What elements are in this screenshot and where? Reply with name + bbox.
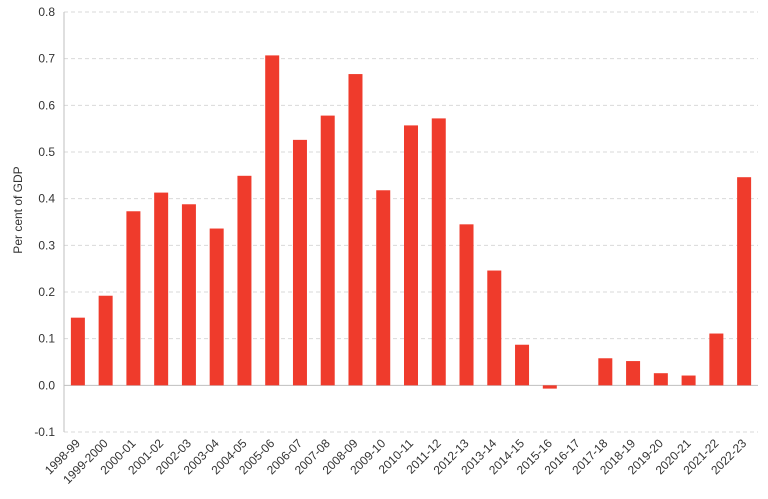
y-tick-label: 0.1 (38, 332, 55, 346)
y-tick-label: -0.1 (34, 425, 55, 439)
bar (376, 190, 391, 386)
bar (709, 333, 724, 386)
bar (320, 115, 335, 386)
y-tick-label: 0.8 (38, 5, 55, 19)
bar (681, 375, 696, 386)
bar (154, 192, 169, 386)
axes (63, 12, 758, 432)
bar (487, 270, 502, 386)
bar (737, 177, 752, 386)
y-axis-label: Per cent of GDP (11, 166, 25, 253)
y-tick-label: 0.4 (38, 192, 55, 206)
x-tick-labels: 1998-991999-20002000-012001-022002-03200… (42, 436, 750, 487)
bar (653, 373, 668, 386)
bar (459, 224, 474, 386)
bar (98, 295, 113, 386)
y-tick-label: 0.3 (38, 238, 55, 252)
y-tick-label: 0.2 (38, 285, 55, 299)
bar (626, 361, 641, 386)
bar (404, 125, 418, 386)
bar (542, 385, 557, 389)
bar (348, 74, 363, 386)
bar (181, 204, 196, 386)
bar (237, 175, 252, 386)
bar (209, 228, 224, 386)
y-tick-label: 0.7 (38, 52, 55, 66)
y-tick-label: 0.6 (38, 98, 55, 112)
y-tick-labels: -0.1 0.0 0.1 0.2 0.3 0.4 0.5 0.6 0.7 0.8 (34, 5, 55, 439)
y-tick-label: 0.0 (38, 378, 55, 392)
y-tick-label: 0.5 (38, 145, 55, 159)
bars (70, 55, 752, 389)
bar (515, 344, 530, 386)
bar (431, 118, 446, 386)
bar (70, 317, 85, 386)
bar (598, 358, 613, 386)
bar (126, 211, 141, 386)
bar (265, 55, 280, 386)
bar (292, 139, 307, 386)
